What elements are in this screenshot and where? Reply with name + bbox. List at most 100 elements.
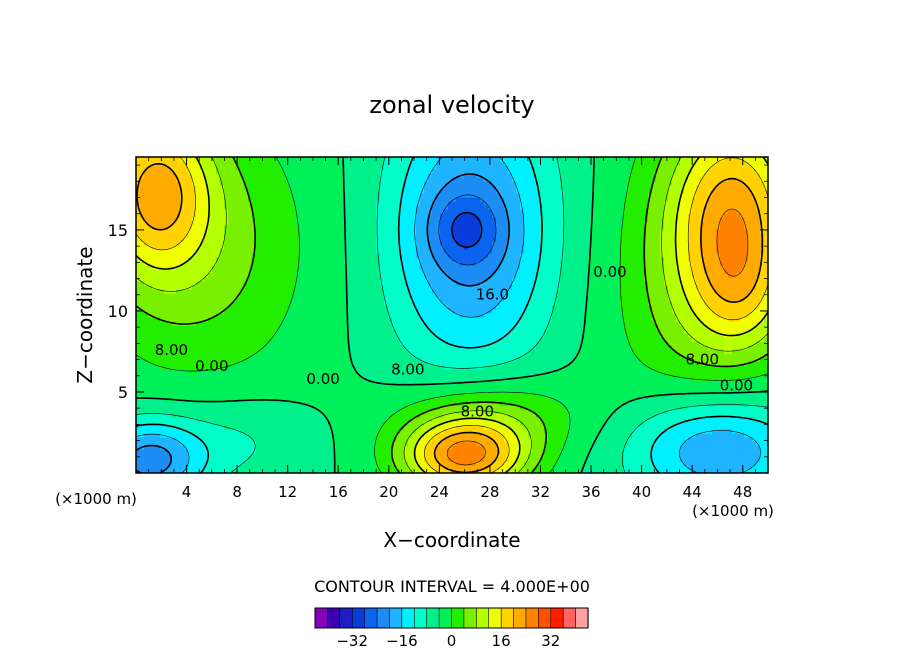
field-cell [200, 385, 205, 390]
field-cell [616, 377, 621, 382]
field-cell [452, 361, 457, 366]
field-cell [736, 349, 741, 354]
field-cell [360, 349, 365, 354]
field-cell [680, 465, 685, 470]
field-cell [212, 445, 217, 450]
field-cell [612, 437, 617, 442]
field-cell [376, 445, 381, 450]
field-cell [640, 461, 645, 466]
field-cell [620, 417, 625, 422]
field-cell [724, 361, 729, 366]
field-cell [340, 345, 345, 350]
field-cell [560, 389, 565, 394]
field-cell [404, 429, 409, 434]
field-cell [720, 417, 725, 422]
field-cell [328, 405, 333, 410]
field-cell [268, 385, 273, 390]
field-cell [456, 365, 461, 370]
field-cell [396, 445, 401, 450]
field-cell [344, 365, 349, 370]
field-cell [608, 369, 613, 374]
field-cell [160, 405, 165, 410]
field-cell [536, 401, 541, 406]
field-cell [220, 405, 225, 410]
field-cell [304, 457, 309, 462]
field-cell [492, 453, 497, 458]
field-cell [308, 461, 313, 466]
field-cell [652, 373, 657, 378]
field-cell [376, 353, 381, 358]
field-cell [152, 437, 157, 442]
field-cell [348, 377, 353, 382]
field-cell [668, 385, 673, 390]
field-cell [672, 437, 677, 442]
field-cell [400, 461, 405, 466]
field-cell [288, 345, 293, 350]
field-cell [716, 369, 721, 374]
field-cell [412, 345, 417, 350]
field-cell [612, 445, 617, 450]
field-cell [364, 361, 369, 366]
field-cell [624, 397, 629, 402]
field-cell [388, 401, 393, 406]
field-cell [356, 349, 361, 354]
field-cell [320, 457, 325, 462]
field-cell [156, 441, 161, 446]
field-cell [232, 461, 237, 466]
field-cell [352, 445, 357, 450]
field-cell [724, 421, 729, 426]
field-cell [336, 417, 341, 422]
field-cell [584, 353, 589, 358]
field-cell [432, 385, 437, 390]
field-cell [144, 393, 149, 398]
field-cell [636, 369, 641, 374]
field-cell [364, 381, 369, 386]
field-cell [276, 449, 281, 454]
field-cell [424, 393, 429, 398]
field-cell [564, 373, 569, 378]
field-cell [280, 357, 285, 362]
field-cell [348, 445, 353, 450]
field-cell [544, 389, 549, 394]
field-cell [144, 369, 149, 374]
field-cell [500, 385, 505, 390]
field-cell [336, 389, 341, 394]
field-cell [388, 421, 393, 426]
field-cell [540, 381, 545, 386]
field-cell [572, 445, 577, 450]
field-cell [436, 449, 441, 454]
field-cell [612, 365, 617, 370]
field-cell [144, 461, 149, 466]
field-cell [276, 369, 281, 374]
field-cell [488, 349, 493, 354]
field-cell [224, 441, 229, 446]
field-cell [628, 425, 633, 430]
field-cell [144, 425, 149, 430]
field-cell [340, 433, 345, 438]
field-cell [376, 389, 381, 394]
field-cell [352, 437, 357, 442]
field-cell [320, 397, 325, 402]
field-cell [292, 425, 297, 430]
field-cell [168, 421, 173, 426]
field-cell [544, 409, 549, 414]
field-cell [212, 441, 217, 446]
field-cell [352, 357, 357, 362]
field-cell [588, 425, 593, 430]
field-cell [300, 357, 305, 362]
field-cell [624, 409, 629, 414]
field-cell [620, 377, 625, 382]
field-cell [520, 461, 525, 466]
field-cell [284, 445, 289, 450]
field-cell [396, 349, 401, 354]
field-cell [528, 357, 533, 362]
field-cell [740, 445, 745, 450]
field-cell [300, 405, 305, 410]
field-cell [380, 453, 385, 458]
field-cell [216, 413, 221, 418]
field-cell [228, 433, 233, 438]
field-cell [700, 445, 705, 450]
field-cell [256, 465, 261, 470]
field-cell [332, 393, 337, 398]
field-cell [368, 397, 373, 402]
